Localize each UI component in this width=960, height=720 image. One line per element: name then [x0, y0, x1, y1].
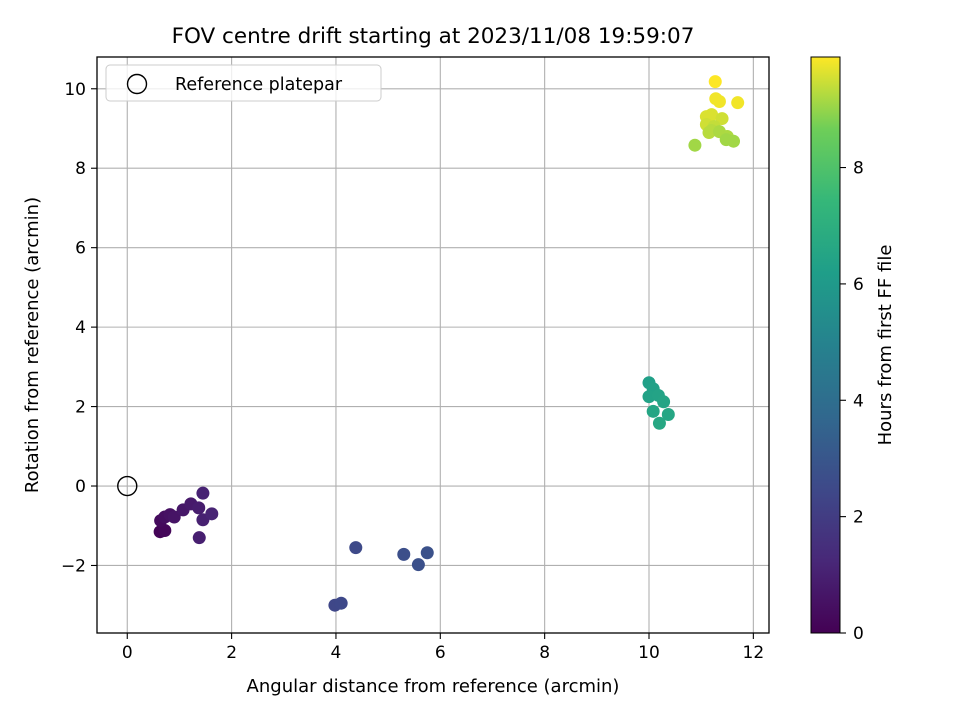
data-point — [715, 112, 729, 126]
reference-marker — [117, 475, 138, 497]
y-tick-label: 2 — [75, 398, 86, 418]
data-point — [411, 558, 425, 572]
y-tick-label: 0 — [75, 477, 86, 497]
legend: Reference platepar — [105, 64, 382, 102]
y-axis-label: Rotation from reference (arcmin) — [22, 197, 43, 493]
colorbar-tick-label: 4 — [853, 391, 864, 411]
data-point — [349, 541, 363, 555]
data-point — [705, 108, 719, 122]
x-tick-label: 12 — [743, 643, 765, 663]
y-axis: −2 0 2 4 6 8 10 — [61, 80, 97, 576]
colorbar-tick-label: 6 — [853, 275, 864, 295]
data-point — [727, 134, 741, 148]
plot-frame — [96, 56, 770, 634]
data-point — [397, 547, 411, 561]
reference-point — [117, 475, 138, 497]
data-point — [688, 138, 702, 152]
grid — [97, 57, 769, 633]
data-point — [652, 416, 666, 430]
x-tick-label: 2 — [226, 643, 237, 663]
x-tick-label: 0 — [122, 643, 133, 663]
legend-marker-icon — [126, 73, 148, 95]
y-tick-label: 4 — [75, 318, 86, 338]
colorbar-tick-label: 2 — [853, 508, 864, 528]
data-point — [196, 486, 210, 500]
y-tick-label: 10 — [64, 80, 86, 100]
chart-title: FOV centre drift starting at 2023/11/08 … — [172, 24, 695, 49]
x-axis-label: Angular distance from reference (arcmin) — [247, 676, 620, 697]
colorbar-tick-label: 8 — [853, 159, 864, 179]
data-point — [205, 507, 219, 521]
colorbar-axis: 0 2 4 6 8 — [840, 159, 864, 644]
x-axis: 0 2 4 6 8 10 12 — [122, 633, 764, 663]
x-tick-label: 6 — [435, 643, 446, 663]
colorbar — [810, 56, 841, 634]
y-tick-label: 6 — [75, 239, 86, 259]
x-tick-label: 4 — [331, 643, 342, 663]
colorbar-tick-label: 0 — [853, 624, 864, 644]
data-point — [192, 531, 206, 545]
legend-box — [105, 64, 382, 102]
y-tick-label: −2 — [61, 556, 86, 576]
data-point — [702, 125, 716, 139]
y-tick-label: 8 — [75, 159, 86, 179]
data-point — [661, 408, 675, 422]
data-point — [334, 596, 348, 610]
x-tick-label: 10 — [638, 643, 660, 663]
data-point — [646, 404, 660, 418]
data-point — [158, 524, 172, 538]
data-point — [192, 501, 206, 515]
data-point — [657, 395, 671, 409]
legend-label: Reference platepar — [175, 75, 343, 95]
colorbar-label: Hours from first FF file — [875, 245, 896, 446]
data-point — [420, 546, 434, 560]
data-point — [731, 96, 745, 110]
data-point — [167, 510, 181, 524]
data-point — [712, 94, 726, 108]
x-tick-label: 8 — [539, 643, 550, 663]
data-point — [708, 75, 722, 89]
data-points — [153, 75, 745, 612]
